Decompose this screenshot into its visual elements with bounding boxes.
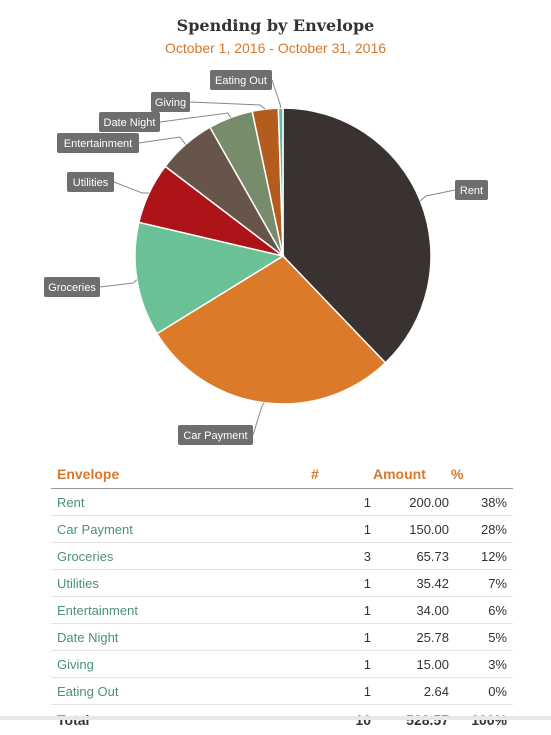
row-amount: 15.00 [372,651,450,678]
slice-label: Utilities [73,177,109,189]
row-count: 1 [310,597,372,624]
slice-label: Date Night [104,117,156,129]
row-count: 1 [310,570,372,597]
callout-line [114,182,149,193]
row-count: 1 [310,489,372,516]
header-envelope[interactable]: Envelope [51,460,310,489]
row-envelope-name[interactable]: Entertainment [51,597,310,624]
row-envelope-name[interactable]: Date Night [51,624,310,651]
pie-chart: Rent Car Payment Groceries Utilities Enterta… [0,0,551,455]
slice-label: Entertainment [64,138,132,150]
header-count[interactable]: # [310,460,372,489]
slice-label: Eating Out [215,75,267,87]
row-envelope-name[interactable]: Eating Out [51,678,310,705]
callout-line [160,113,230,122]
row-percent: 28% [450,516,513,543]
slice-label: Groceries [48,282,96,294]
callout-line [272,80,281,108]
row-count: 1 [310,678,372,705]
row-envelope-name[interactable]: Groceries [51,543,310,570]
row-envelope-name[interactable]: Utilities [51,570,310,597]
header-percent[interactable]: % [450,460,513,489]
row-amount: 65.73 [372,543,450,570]
row-percent: 3% [450,651,513,678]
row-amount: 34.00 [372,597,450,624]
row-percent: 7% [450,570,513,597]
row-count: 3 [310,543,372,570]
row-amount: 25.78 [372,624,450,651]
row-count: 1 [310,651,372,678]
row-percent: 6% [450,597,513,624]
header-amount[interactable]: Amount [372,460,450,489]
row-envelope-name[interactable]: Car Payment [51,516,310,543]
row-percent: 12% [450,543,513,570]
slice-label: Giving [155,97,186,109]
row-envelope-name[interactable]: Rent [51,489,310,516]
row-envelope-name[interactable]: Giving [51,651,310,678]
row-count: 1 [310,624,372,651]
row-amount: 35.42 [372,570,450,597]
row-percent: 38% [450,489,513,516]
row-percent: 0% [450,678,513,705]
row-amount: 150.00 [372,516,450,543]
row-percent: 5% [450,624,513,651]
callout-line [139,137,186,145]
callout-line [420,190,455,201]
table-header-row: Envelope # Amount % [51,460,513,489]
row-amount: 2.64 [372,678,450,705]
callout-line [190,102,265,109]
slice-label: Car Payment [183,430,247,442]
row-amount: 200.00 [372,489,450,516]
callout-line [253,403,264,435]
slice-label: Rent [460,185,483,197]
row-count: 1 [310,516,372,543]
callout-line [100,280,137,287]
bottom-divider [0,716,551,720]
